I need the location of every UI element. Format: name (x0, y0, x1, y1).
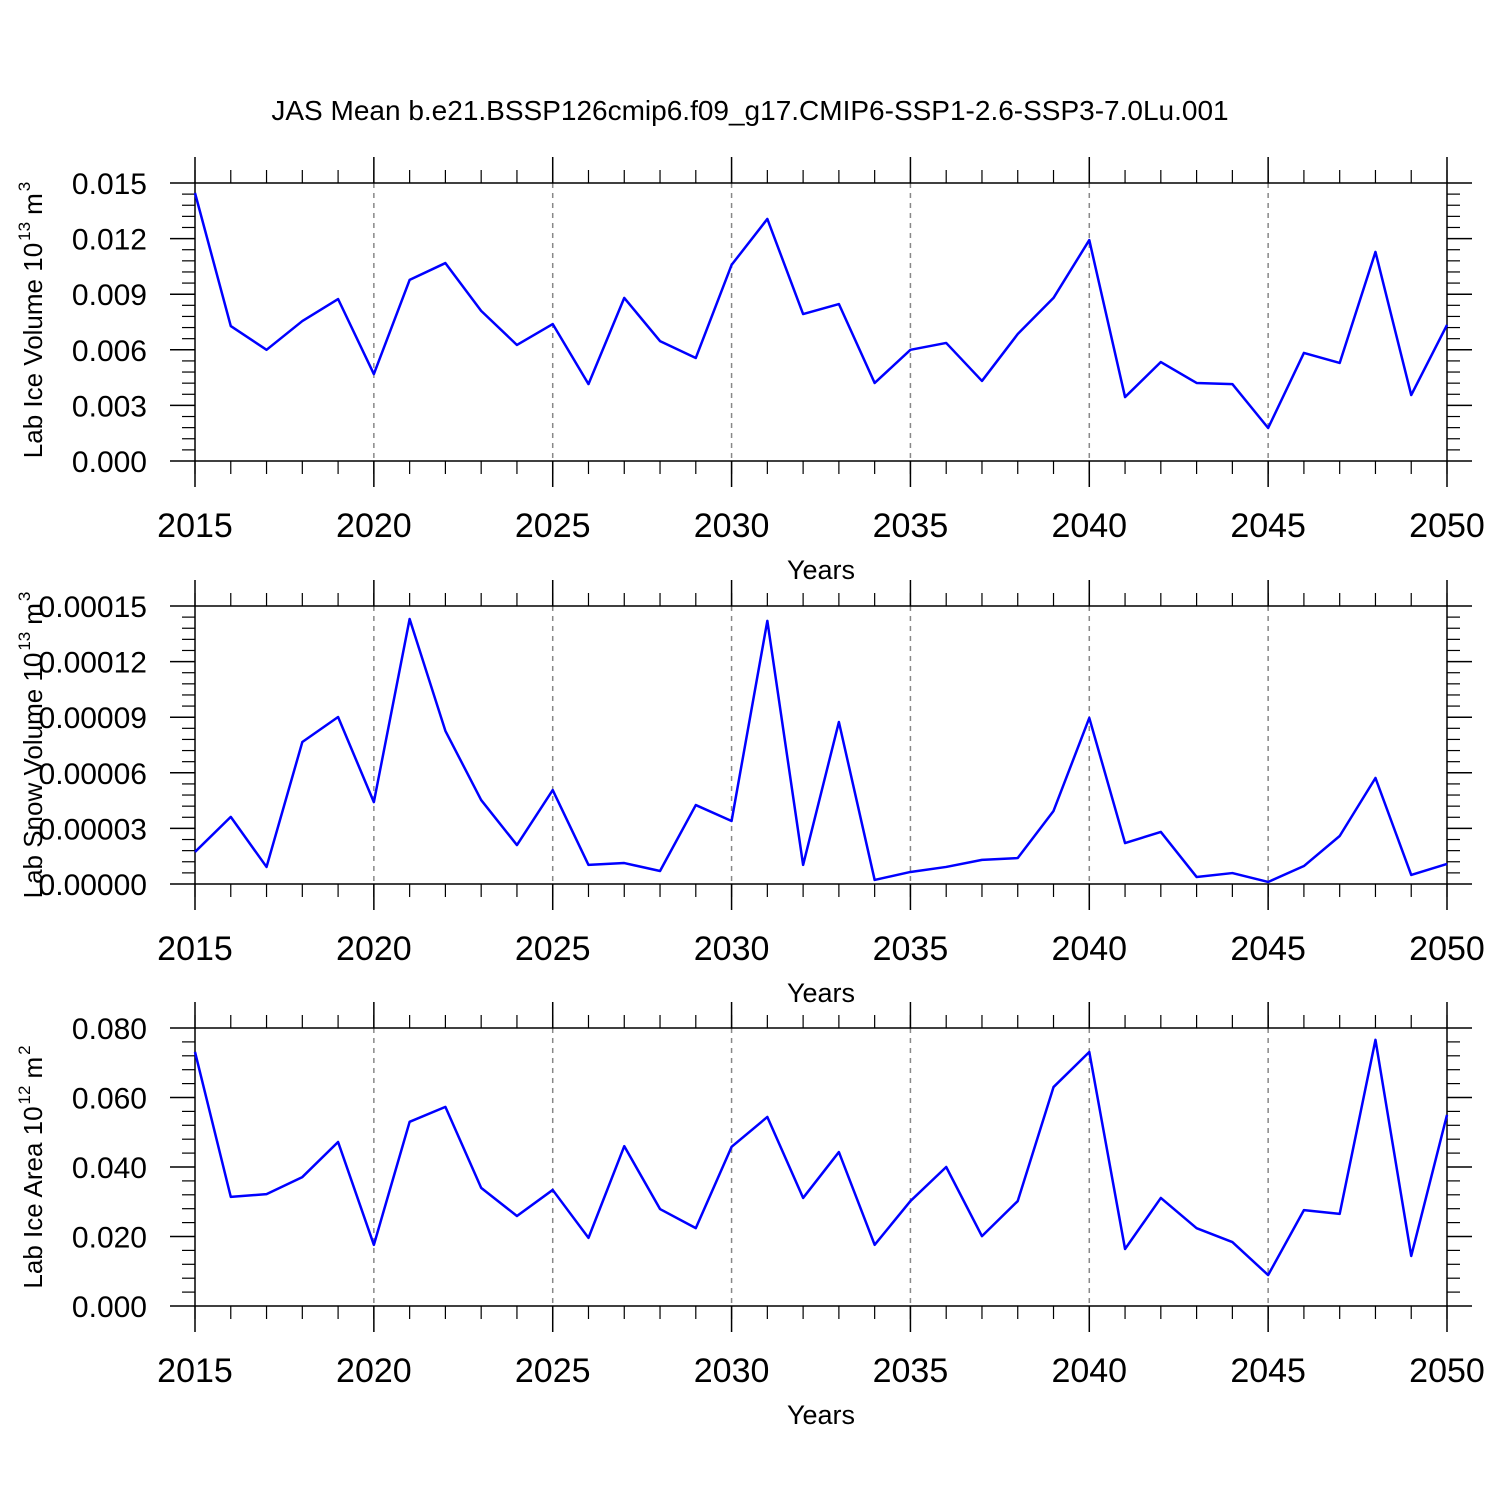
y-tick-label: 0.00006 (39, 758, 147, 791)
x-tick-label: 2040 (1051, 1352, 1127, 1390)
panel: 2015 2020 2025 2030 2035 2040 2045 2050 0.00000 0… (15, 580, 1485, 1008)
y-axis-label-part: Lab Ice Area 10 (18, 1106, 48, 1288)
plot-frame (194, 605, 1448, 885)
y-tick-label: 0.060 (72, 1083, 147, 1116)
y-tick-label: 0.040 (72, 1152, 147, 1185)
y-tick-label: 0.012 (72, 224, 147, 257)
x-tick-label: 2030 (694, 507, 770, 545)
y-tick-label: 0.015 (72, 168, 147, 201)
y-tick-label: 0.00009 (39, 702, 147, 735)
x-tick-label: 2030 (694, 930, 770, 968)
data-line (193, 192, 1449, 430)
y-tick-label: 0.003 (72, 390, 147, 423)
x-tick-label: 2015 (157, 1352, 233, 1390)
y-axis-label-part: Lab Ice Volume 10 (18, 243, 48, 458)
y-axis-label-part: 12 (15, 1086, 34, 1105)
y-tick-label: 0.00012 (39, 647, 147, 680)
x-tick-label: 2020 (336, 1352, 412, 1390)
y-tick-label: 0.080 (72, 1013, 147, 1046)
chart-title: JAS Mean b.e21.BSSP126cmip6.f09_g17.CMIP… (271, 95, 1228, 126)
x-tick-label: 2045 (1230, 507, 1306, 545)
x-tick-label: 2035 (873, 1352, 949, 1390)
x-tick-label: 2040 (1051, 507, 1127, 545)
y-axis-label: Lab Ice Area 1012 m 2 (15, 1045, 48, 1288)
x-tick-label: 2040 (1051, 930, 1127, 968)
y-axis-label-part: m (18, 1057, 48, 1079)
x-tick-label: 2025 (515, 1352, 591, 1390)
panel: 2015 2020 2025 2030 2035 2040 2045 2050 0.000 0.0… (15, 1002, 1485, 1430)
x-tick-label: 2020 (336, 507, 412, 545)
x-tick-label: 2045 (1230, 930, 1306, 968)
y-axis-label-part: 2 (15, 1045, 34, 1054)
data-line (194, 617, 1448, 884)
panel: 2015 2020 2025 2030 2035 2040 2045 2050 0.000 0.0… (15, 157, 1485, 585)
y-axis-label: Lab Snow Volume 10 13 m 3 (15, 592, 48, 899)
x-tick-label: 2030 (694, 1352, 770, 1390)
y-tick-label: 0.00000 (39, 869, 147, 902)
x-axis-label: Years (787, 555, 855, 585)
y-axis-label-part: 3 (15, 182, 34, 191)
y-axis-label-part: m (18, 193, 48, 215)
y-axis-label-part: 13 (15, 222, 34, 241)
x-tick-label: 2035 (873, 930, 949, 968)
x-tick-label: 2045 (1230, 1352, 1306, 1390)
plot-frame (194, 182, 1448, 462)
y-axis-label-part: 13 (15, 632, 34, 651)
x-tick-label: 2025 (515, 930, 591, 968)
y-tick-label: 0.006 (72, 335, 147, 368)
y-tick-label: 0.00003 (39, 813, 147, 846)
x-tick-label: 2050 (1409, 930, 1485, 968)
y-tick-label: 0.00015 (39, 591, 147, 624)
x-tick-label: 2050 (1409, 1352, 1485, 1390)
x-tick-label: 2020 (336, 930, 412, 968)
y-axis-label-part: Lab Snow Volume 10 (18, 653, 48, 899)
plot-frame (194, 1027, 1448, 1307)
x-tick-label: 2035 (873, 507, 949, 545)
y-axis-label-part: 3 (15, 592, 34, 601)
x-tick-label: 2025 (515, 507, 591, 545)
x-tick-label: 2015 (157, 930, 233, 968)
y-axis-label-part: m (18, 603, 48, 625)
x-axis-label: Years (787, 978, 855, 1008)
y-tick-label: 0.009 (72, 279, 147, 312)
y-tick-label: 0.020 (72, 1222, 147, 1255)
x-tick-label: 2015 (157, 507, 233, 545)
y-tick-label: 0.000 (72, 1291, 147, 1324)
x-axis-label: Years (787, 1400, 855, 1430)
y-tick-label: 0.000 (72, 446, 147, 479)
data-line (193, 1038, 1449, 1277)
y-axis-label: Lab Ice Volume 10 13 m 3 (15, 182, 48, 458)
x-tick-label: 2050 (1409, 507, 1485, 545)
